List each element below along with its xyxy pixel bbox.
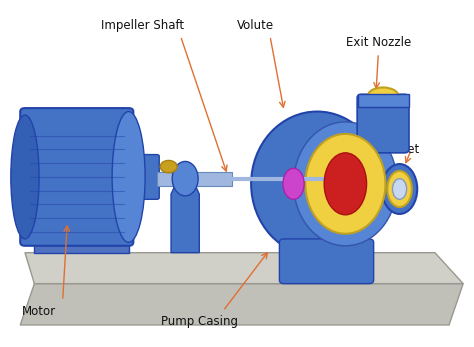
Ellipse shape — [283, 168, 304, 199]
Text: Impeller: Impeller — [364, 201, 412, 214]
Text: Motor: Motor — [22, 305, 56, 318]
Text: Impeller Shaft: Impeller Shaft — [101, 19, 184, 32]
Text: Pump Casing: Pump Casing — [161, 315, 238, 328]
Text: Exit Nozzle: Exit Nozzle — [346, 36, 411, 49]
Ellipse shape — [368, 87, 398, 105]
Ellipse shape — [382, 164, 417, 214]
Polygon shape — [171, 174, 199, 253]
Polygon shape — [25, 253, 463, 283]
FancyBboxPatch shape — [35, 239, 128, 253]
Ellipse shape — [387, 171, 412, 207]
Ellipse shape — [172, 161, 198, 196]
Ellipse shape — [305, 134, 385, 234]
Ellipse shape — [11, 115, 39, 239]
FancyBboxPatch shape — [358, 94, 409, 108]
Circle shape — [160, 160, 177, 173]
FancyBboxPatch shape — [279, 239, 374, 283]
Ellipse shape — [392, 179, 407, 199]
FancyBboxPatch shape — [357, 94, 409, 153]
FancyBboxPatch shape — [126, 154, 159, 199]
FancyBboxPatch shape — [157, 172, 232, 186]
Polygon shape — [20, 283, 463, 325]
Ellipse shape — [112, 111, 145, 242]
Ellipse shape — [293, 122, 397, 246]
Text: Pump Inlet: Pump Inlet — [356, 143, 419, 156]
Text: Volute: Volute — [237, 19, 274, 32]
Ellipse shape — [251, 111, 383, 256]
Ellipse shape — [324, 153, 366, 215]
FancyBboxPatch shape — [20, 108, 133, 246]
